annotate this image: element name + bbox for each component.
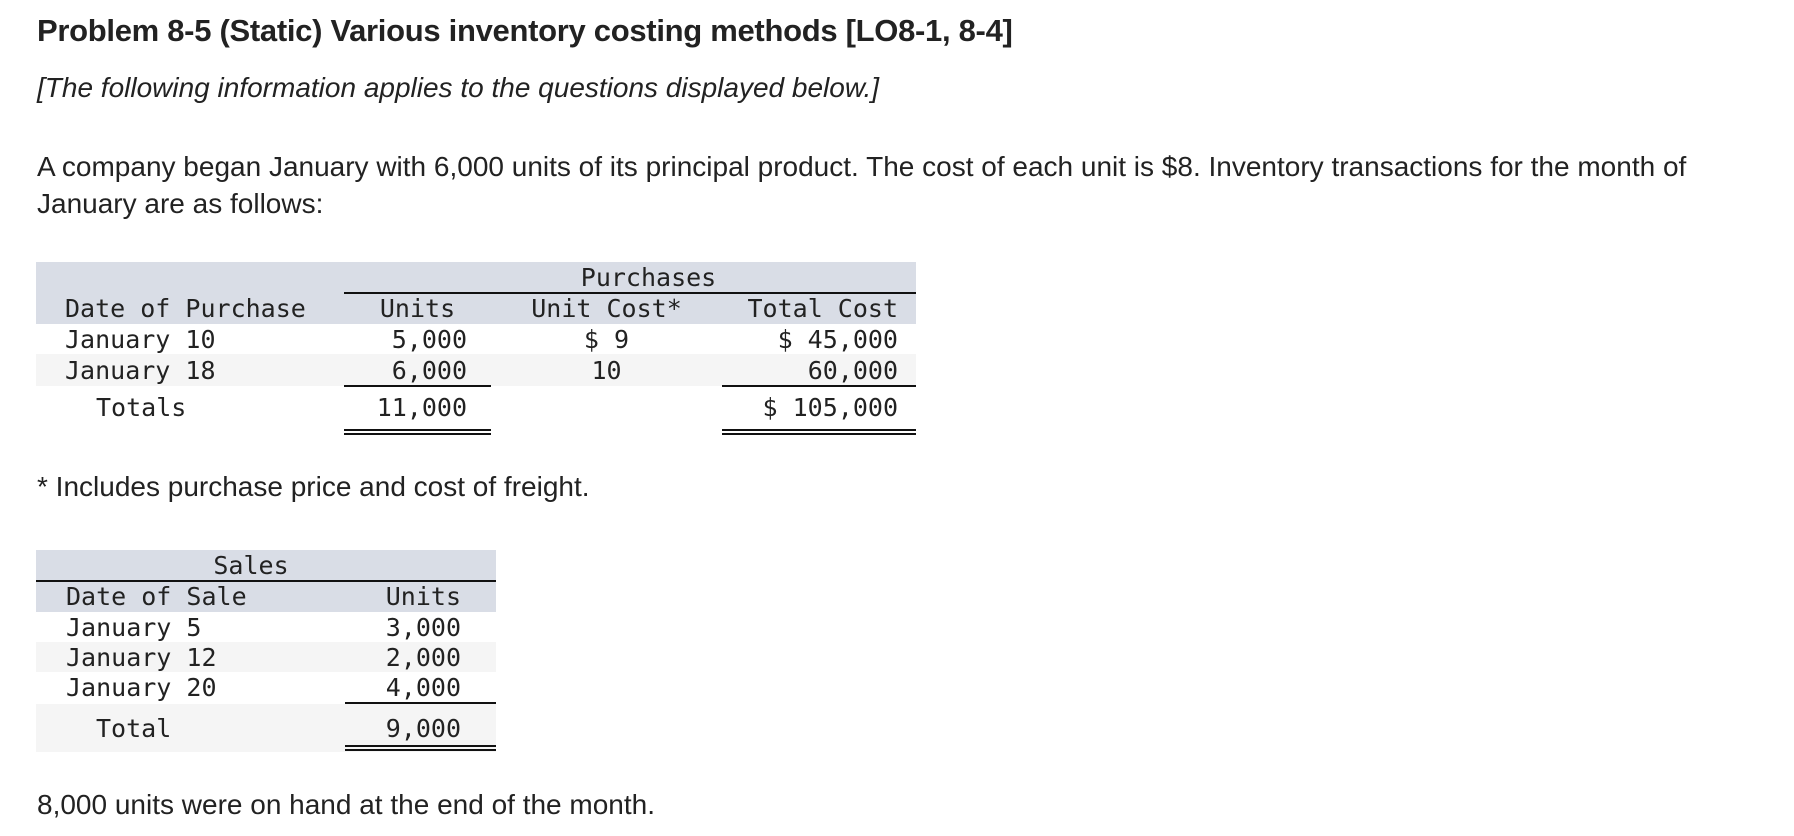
page-title: Problem 8-5 (Static) Various inventory c… [37, 13, 1013, 48]
total-label: Total [96, 713, 172, 743]
units-subtotal-rule [345, 702, 496, 704]
totals-units: 11,000 [376, 392, 467, 422]
sales-group-rule [36, 580, 496, 582]
totals-label: Totals [96, 392, 187, 422]
footnote: * Includes purchase price and cost of fr… [37, 471, 590, 502]
row-units: 6,000 [391, 355, 467, 385]
totals-total-cost: $ 105,000 [762, 392, 898, 422]
intro-paragraph: A company began January with 6,000 units… [37, 151, 1687, 219]
col-header-date-of-sale: Date of Sale [66, 582, 247, 611]
col-header-date-of-purchase: Date of Purchase [65, 294, 306, 323]
row-units: 5,000 [391, 324, 467, 354]
row-total-cost: 60,000 [807, 355, 898, 385]
row-unit-cost: 10 [591, 355, 622, 385]
col-header-units: Units [379, 294, 456, 323]
row-units: 2,000 [385, 642, 461, 672]
row-date: January 12 [66, 642, 217, 672]
row-date: January 5 [66, 612, 202, 642]
total-cost-double-rule [722, 429, 916, 435]
sales-group-header: Sales [213, 551, 289, 580]
row-total-cost: $ 45,000 [777, 324, 898, 354]
col-header-unit-cost: Unit Cost* [531, 294, 682, 323]
subtitle-note: [The following information applies to th… [37, 72, 880, 103]
ending-inventory-note: 8,000 units were on hand at the end of t… [37, 789, 655, 820]
units-total-double-rule [344, 429, 491, 435]
units-subtotal-rule [344, 385, 491, 387]
row-units: 3,000 [385, 612, 461, 642]
total-row: Total 9,000 [36, 704, 496, 752]
row-unit-cost: $ 9 [583, 324, 630, 354]
total-units: 9,000 [385, 713, 461, 743]
totals-row: Totals 11,000 $ 105,000 [36, 387, 916, 427]
purchases-group-rule [344, 292, 916, 294]
purchases-table: Purchases Date of Purchase Units Unit Co… [36, 262, 916, 442]
sales-table: Sales Date of Sale Units January 5 3,000… [36, 550, 496, 765]
table-row: January 5 3,000 [36, 612, 496, 642]
units-total-double-rule [345, 745, 496, 751]
row-date: January 10 [65, 324, 216, 354]
table-row: January 12 2,000 [36, 642, 496, 672]
total-cost-subtotal-rule [722, 385, 916, 387]
col-header-units: Units [385, 582, 461, 611]
table-row: January 18 6,000 10 60,000 [36, 354, 916, 386]
purchases-group-header: Purchases [580, 263, 717, 292]
table-row: January 10 5,000 $ 9 $ 45,000 [36, 324, 916, 354]
table-row: January 20 4,000 [36, 672, 496, 703]
row-units: 4,000 [385, 673, 461, 702]
row-date: January 20 [66, 673, 217, 702]
col-header-total-cost: Total Cost [747, 294, 898, 323]
row-date: January 18 [65, 355, 216, 385]
